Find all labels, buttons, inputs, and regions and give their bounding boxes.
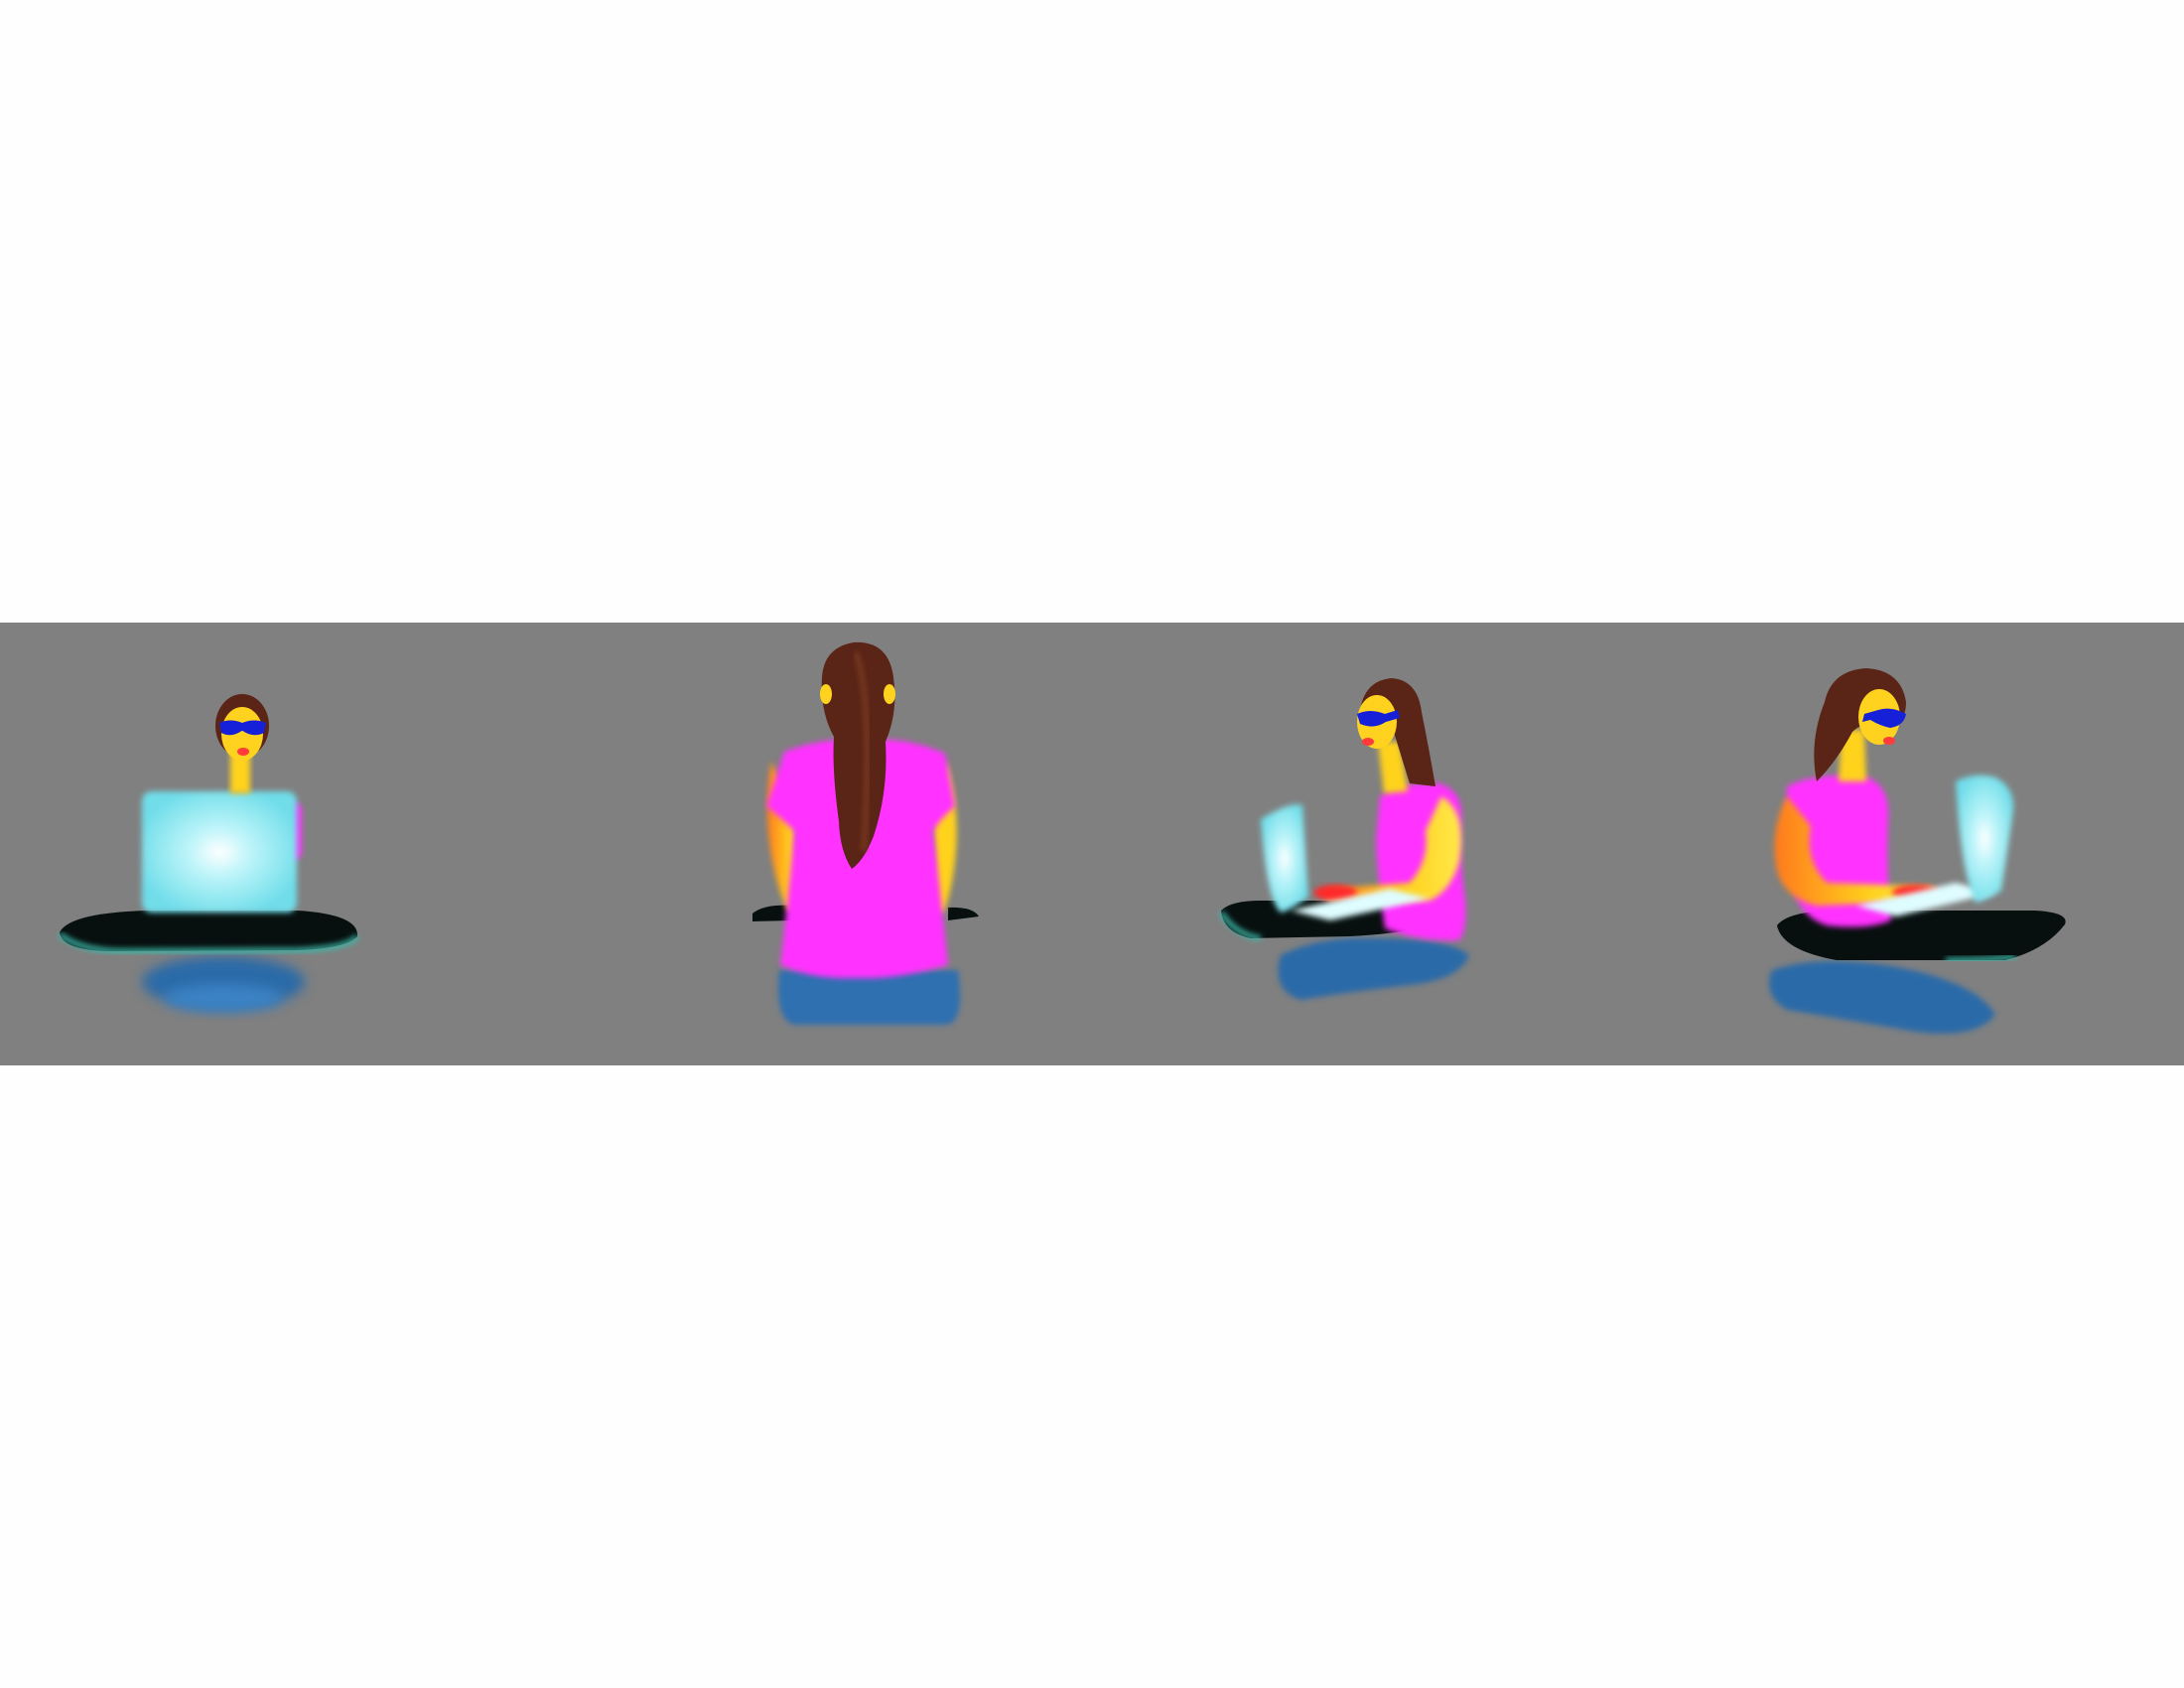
laptop-shape [1956, 774, 2014, 903]
jeans-shape [1769, 961, 1995, 1034]
figure-three-quarter-left [1218, 678, 1469, 1000]
figure-front-view [58, 694, 359, 1012]
laptop-shape [1261, 804, 1308, 913]
render-strip [0, 623, 2184, 1065]
glasses-shape [219, 720, 266, 736]
jeans-shape [778, 970, 961, 1025]
table-shape [60, 911, 358, 951]
face-shape [221, 707, 263, 761]
glasses-shape [1357, 710, 1400, 727]
jeans-shape [1278, 937, 1469, 1000]
figure-three-quarter-right [1769, 668, 2066, 1034]
render-strip-svg [58, 641, 2066, 1034]
hair-shape [821, 641, 895, 869]
laptop-shape [142, 791, 297, 913]
figure-back-view [752, 641, 979, 1025]
table-shape [752, 905, 794, 921]
glasses-shape [1862, 708, 1906, 728]
